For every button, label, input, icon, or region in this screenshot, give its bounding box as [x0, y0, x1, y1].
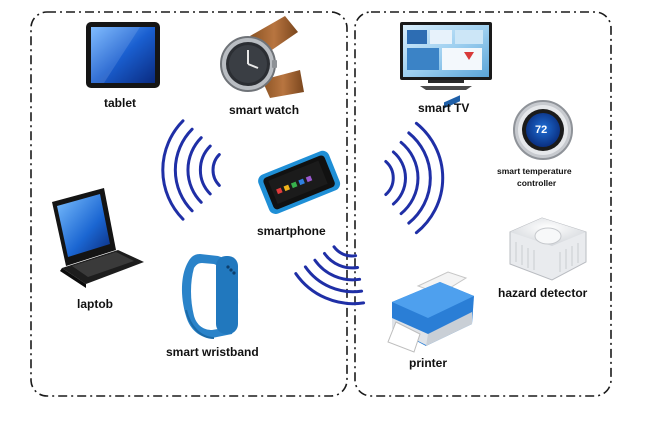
home-devices-group-border [354, 11, 612, 397]
smart-tv-label: smart TV [418, 101, 470, 115]
wireless-waves-bottom [294, 245, 366, 306]
smart-temperature-controller-label-line2: controller [517, 178, 557, 188]
smart-watch-label: smart watch [229, 103, 300, 117]
tablet-icon [86, 22, 160, 88]
smart-temperature-controller-label-line1: smart temperature [497, 166, 572, 176]
laptop-label: laptob [77, 297, 113, 311]
smartphone-icon [258, 150, 341, 214]
wearables-group-border [30, 11, 348, 397]
smart-tv-icon [400, 22, 492, 90]
smart-watch-icon [220, 16, 304, 98]
thermostat-icon [513, 100, 573, 160]
hazard-detector-label: hazard detector [498, 286, 588, 300]
thermostat-reading: 72 [535, 124, 548, 136]
smartphone-label: smartphone [257, 224, 326, 238]
printer-icon [387, 95, 474, 353]
tablet-label: tablet [104, 96, 137, 110]
wireless-waves-right [384, 121, 445, 235]
smart-wristband-icon [181, 254, 239, 339]
laptop-icon [52, 188, 144, 288]
printer-label: printer [409, 356, 448, 370]
smart-wristband-label: smart wristband [166, 345, 259, 359]
smoke-detector-icon [509, 217, 587, 281]
wireless-waves-left [161, 119, 221, 221]
